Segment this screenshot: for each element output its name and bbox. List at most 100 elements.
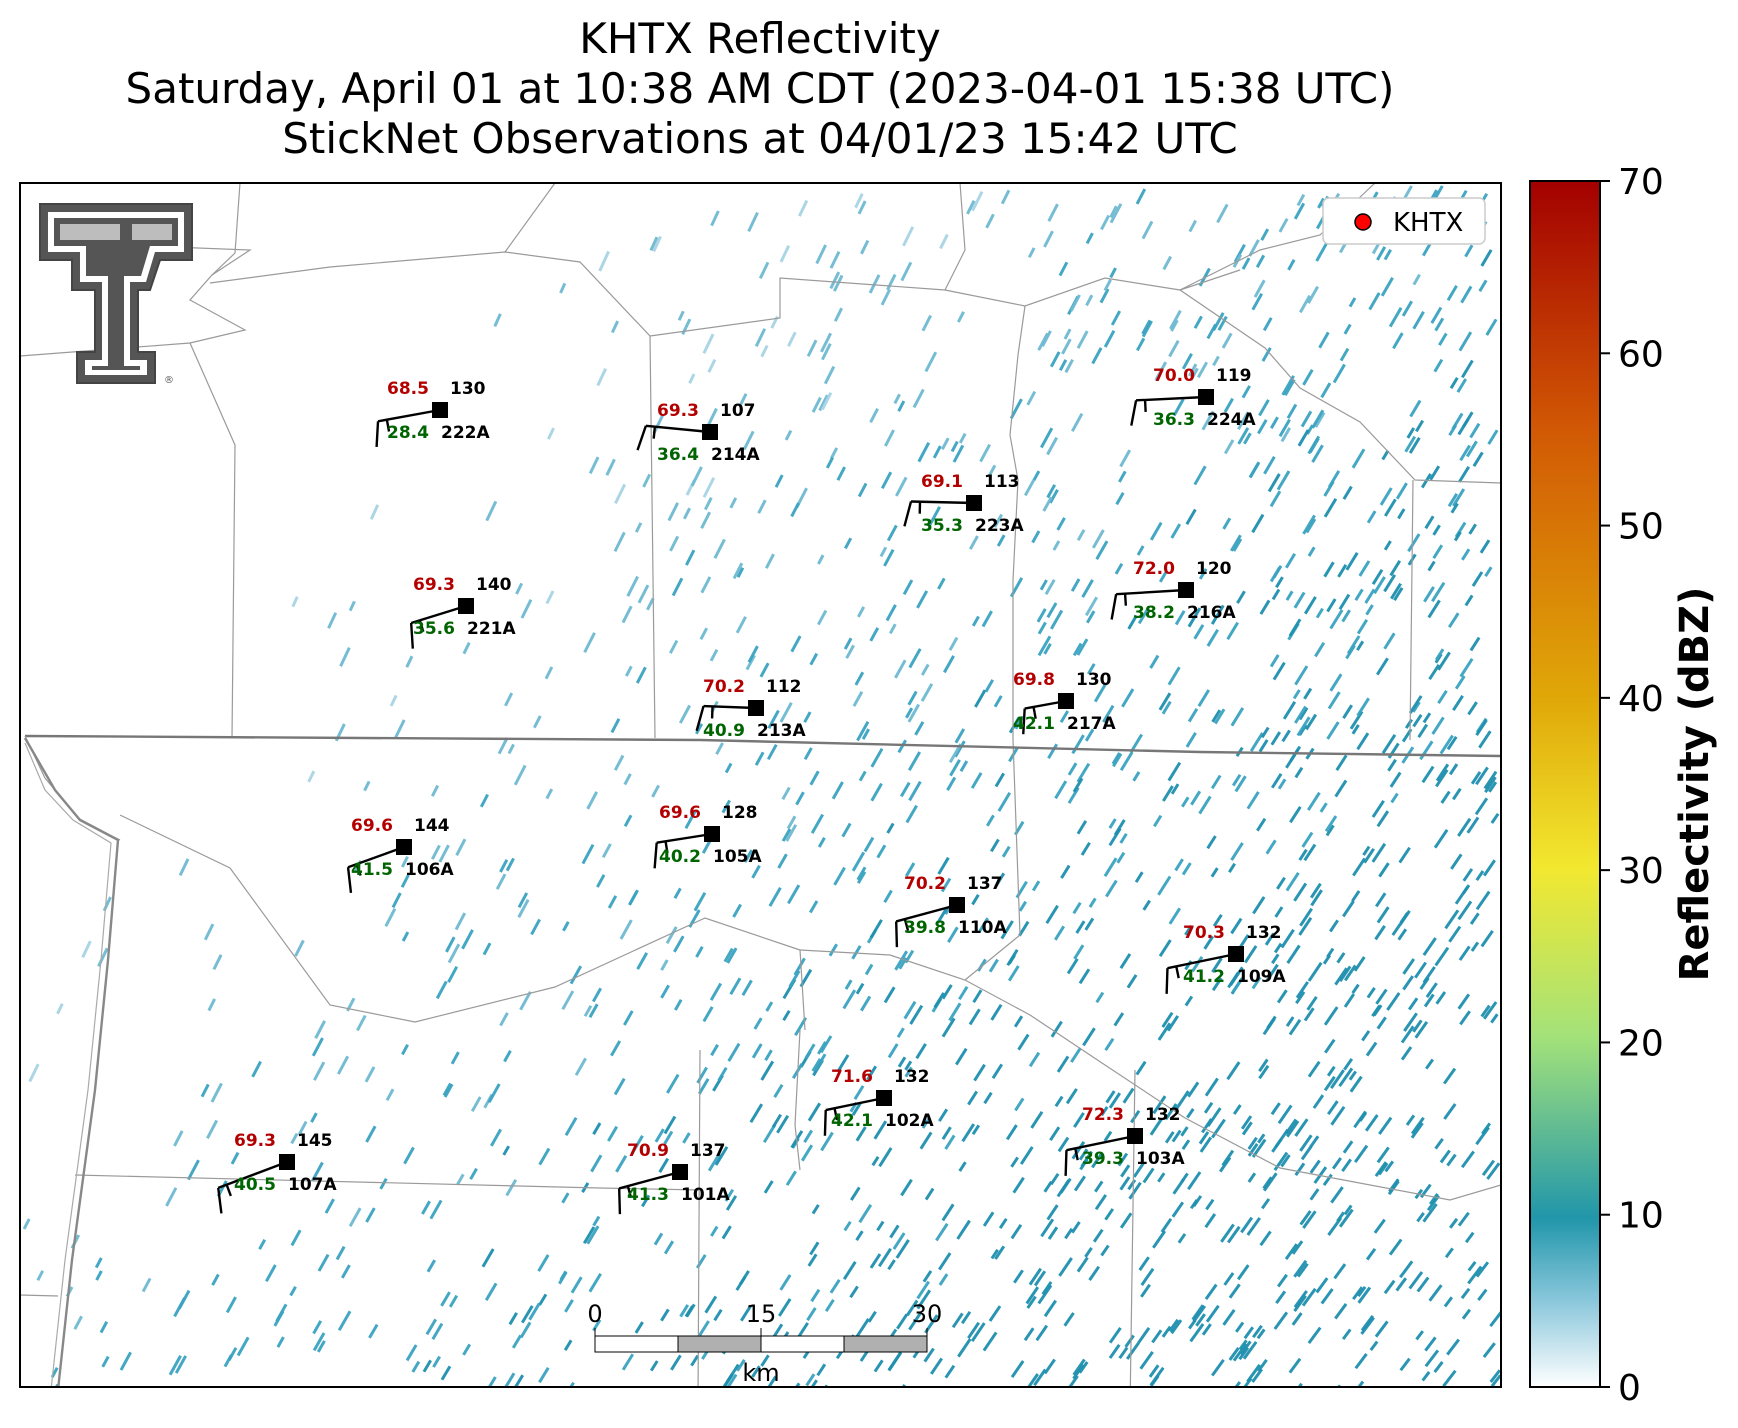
wind-barb-half — [355, 863, 362, 876]
wind-barb-flag — [653, 842, 658, 869]
wind-barb-staff — [1136, 395, 1207, 402]
colorbar-tick-label: 40 — [1618, 679, 1664, 720]
state-boundary — [24, 734, 1501, 758]
station-marker-icon — [672, 1164, 688, 1180]
station-213A: 70.2 112 40.9 213A — [695, 677, 806, 741]
station-102A: 71.6 132 42.1 102A — [823, 1067, 934, 1136]
station-id: 105A — [713, 847, 762, 867]
texas-tech-logo: ® — [39, 203, 193, 386]
station-id: 223A — [975, 516, 1024, 536]
station-temperature: 70.2 — [703, 677, 745, 697]
station-dewpoint: 42.1 — [1013, 714, 1055, 734]
wind-barb-staff — [656, 832, 713, 844]
wind-barb-flag — [617, 1188, 622, 1215]
station-temperature: 70.2 — [904, 874, 946, 894]
station-id: 213A — [757, 721, 806, 741]
station-wind-direction: 132 — [1246, 923, 1282, 943]
colorbar-tick-label: 60 — [1618, 334, 1664, 375]
station-dewpoint: 41.5 — [351, 860, 393, 880]
sticknet-stations: 68.5 130 28.4 222A 69.3 107 36.4 214A 70.0 119 36.… — [217, 366, 1286, 1215]
wind-barb-staff — [825, 1096, 885, 1112]
scale-tick-15: 15 — [746, 1300, 777, 1328]
colorbar-tick-label: 30 — [1618, 851, 1664, 892]
station-110A: 70.2 137 39.8 110A — [894, 874, 1007, 948]
station-dewpoint: 36.3 — [1153, 410, 1195, 430]
station-wind-direction: 132 — [1145, 1105, 1181, 1125]
legend: KHTX — [1322, 197, 1486, 245]
station-id: 107A — [288, 1175, 337, 1195]
wind-barb-staff — [910, 500, 975, 505]
wind-barb-half — [1032, 706, 1037, 719]
station-wind-direction: 119 — [1216, 366, 1252, 386]
map-area — [20, 183, 1501, 1387]
registered-mark: ® — [164, 375, 174, 386]
station-dewpoint: 39.8 — [904, 918, 946, 938]
station-marker-icon — [876, 1090, 892, 1106]
station-id: 102A — [885, 1111, 934, 1131]
station-id: 221A — [467, 619, 516, 639]
state-boundary-west — [23, 737, 120, 1387]
map-frame — [19, 182, 1502, 1388]
colorbar-tick-label: 70 — [1618, 162, 1664, 203]
station-id: 216A — [1187, 603, 1236, 623]
wind-barb-staff — [347, 845, 405, 869]
wind-barb-staff — [377, 408, 441, 423]
station-temperature: 69.1 — [921, 472, 963, 492]
colorbar-tick-label: 10 — [1618, 1196, 1664, 1237]
station-dewpoint: 35.3 — [921, 516, 963, 536]
legend-label: KHTX — [1393, 208, 1463, 238]
wind-barb-half — [626, 1185, 633, 1198]
wind-barb-flag — [1022, 708, 1026, 735]
station-101A: 70.9 137 41.3 101A — [617, 1141, 730, 1215]
colorbar-tick-label: 50 — [1618, 507, 1664, 548]
station-dewpoint: 28.4 — [387, 423, 429, 443]
station-id: 214A — [711, 445, 760, 465]
station-wind-direction: 128 — [722, 803, 758, 823]
station-marker-icon — [396, 839, 412, 855]
wind-barb-flag — [346, 867, 353, 893]
wind-barb-half — [652, 426, 657, 439]
colorbar: 0 10 20 30 40 50 60 70 Reflectivity (dBZ) — [1529, 162, 1718, 1409]
wind-barb-flag — [823, 1110, 827, 1136]
wind-barb-flag — [217, 1187, 223, 1214]
station-marker-icon — [748, 700, 764, 716]
station-temperature: 70.0 — [1153, 366, 1195, 386]
wind-barb-flag — [1165, 968, 1169, 994]
station-marker-icon — [279, 1154, 295, 1170]
station-wind-direction: 140 — [476, 575, 512, 595]
wind-barb-staff — [410, 604, 467, 625]
station-temperature: 69.3 — [413, 575, 455, 595]
station-dewpoint: 36.4 — [657, 445, 699, 465]
station-dewpoint: 40.9 — [703, 721, 745, 741]
station-temperature: 68.5 — [387, 379, 429, 399]
station-id: 103A — [1136, 1149, 1185, 1169]
station-temperature: 69.8 — [1013, 670, 1055, 690]
station-marker-icon — [432, 402, 448, 418]
station-dewpoint: 38.2 — [1133, 603, 1175, 623]
station-temperature: 70.3 — [1183, 923, 1225, 943]
county-boundaries — [20, 183, 1501, 1387]
wind-barb-flag — [894, 921, 899, 948]
wind-barb-half — [225, 1184, 232, 1197]
radar-site-marker-icon — [1354, 213, 1372, 231]
station-marker-icon — [704, 826, 720, 842]
wind-barb-staff — [1167, 952, 1237, 970]
station-dewpoint: 42.1 — [831, 1111, 873, 1131]
wind-barb-flag — [1110, 593, 1118, 620]
station-103A: 72.3 132 39.3 103A — [1064, 1105, 1185, 1176]
station-wind-direction: 107 — [720, 401, 756, 421]
colorbar-tick-label: 20 — [1618, 1023, 1664, 1064]
station-dewpoint: 40.2 — [659, 847, 701, 867]
wind-barb-staff — [1066, 1134, 1136, 1152]
station-temperature: 69.6 — [351, 816, 393, 836]
station-id: 106A — [405, 860, 454, 880]
station-marker-icon — [949, 897, 965, 913]
station-temperature: 71.6 — [831, 1067, 873, 1087]
station-214A: 69.3 107 36.4 214A — [636, 401, 760, 465]
station-dewpoint: 40.5 — [234, 1175, 276, 1195]
station-dewpoint: 35.6 — [413, 619, 455, 639]
wind-barb-half — [418, 619, 425, 633]
station-217A: 69.8 130 42.1 217A — [1013, 670, 1116, 735]
station-wind-direction: 113 — [984, 472, 1020, 492]
